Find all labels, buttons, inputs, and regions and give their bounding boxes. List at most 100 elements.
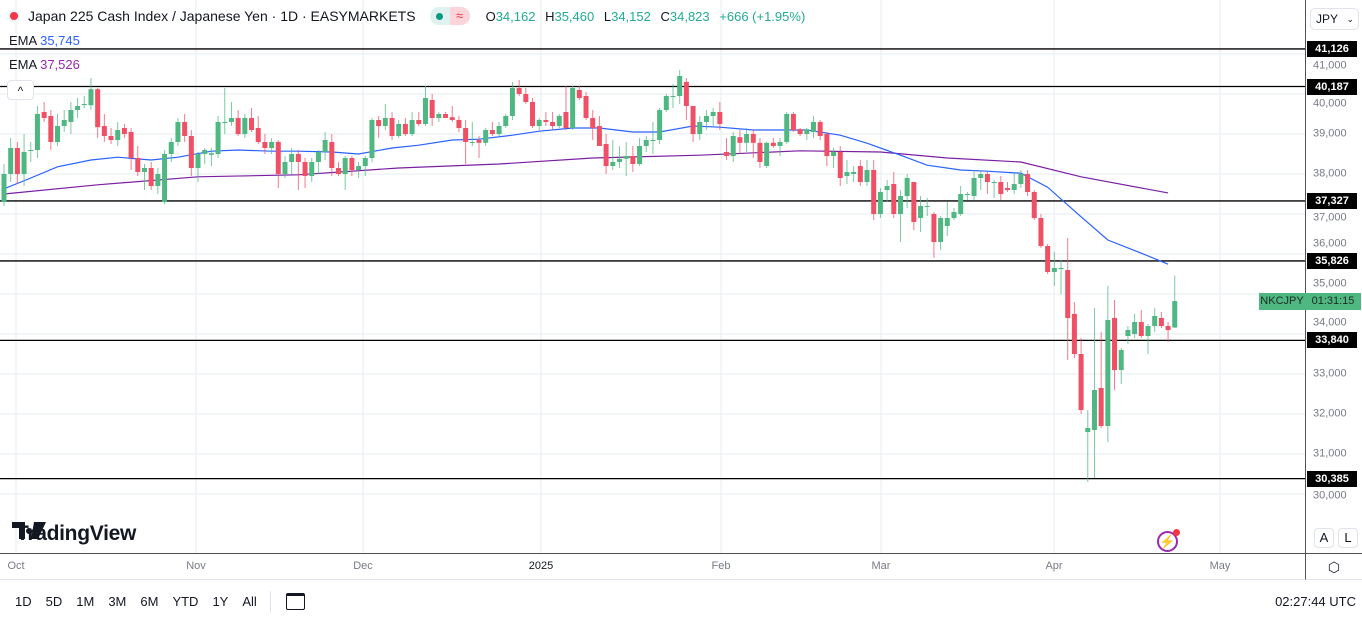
price-tick-label: 39,000 (1313, 127, 1347, 140)
tradingview-logo-text: TradingView (16, 522, 137, 545)
candle-up (570, 88, 576, 128)
time-label-may: May (1209, 560, 1231, 572)
candle-down (590, 118, 596, 128)
candle-down (128, 132, 134, 158)
candle-down (1045, 246, 1051, 272)
candle-up (369, 120, 375, 158)
candle-up (897, 196, 903, 214)
ema-fast-legend[interactable]: EMA 35,745 (9, 33, 80, 48)
candle-up (483, 130, 489, 143)
candle-up (362, 158, 368, 166)
range-all-button[interactable]: All (242, 594, 257, 609)
price-tick-label: 37,000 (1313, 211, 1347, 224)
candle-up (509, 88, 515, 116)
time-axis[interactable]: Oct Nov Dec 2025 Feb Mar Apr May (0, 553, 1305, 580)
range-ytd-button[interactable]: YTD (172, 594, 199, 609)
symbol-title[interactable]: Japan 225 Cash Index / Japanese Yen · 1D… (28, 8, 416, 24)
candle-down (302, 162, 308, 176)
candle-down (1025, 174, 1031, 192)
candle-up (422, 98, 428, 124)
candle-up (208, 153, 214, 155)
auto-scale-button[interactable]: A (1314, 528, 1334, 548)
level-price-label: 33,840 (1307, 332, 1357, 349)
log-scale-button[interactable]: L (1338, 528, 1358, 548)
candle-up (175, 122, 181, 142)
utc-clock[interactable]: 02:27:44 UTC (1275, 594, 1356, 609)
candle-down (275, 142, 281, 174)
ohlc-values: O34,162 H35,460 L34,152 C34,823 +666 (+1… (486, 9, 812, 24)
chart-settings-icon[interactable]: ⬡ (1305, 553, 1362, 580)
candle-up (1, 174, 7, 202)
candle-down (871, 170, 877, 214)
candle-down (797, 129, 803, 134)
candle-down (724, 152, 730, 156)
candle-down (249, 118, 255, 130)
candle-down (1078, 354, 1084, 410)
level-price-label: 37,327 (1307, 192, 1357, 209)
candle-up (657, 110, 663, 140)
time-label-dec: Dec (353, 560, 373, 572)
open-value: 34,162 (495, 8, 536, 24)
currency-select[interactable]: JPY ⌄ (1310, 8, 1359, 30)
candle-up (663, 96, 669, 110)
change-value: +666 (+1.95%) (719, 8, 806, 24)
candle-up (703, 116, 709, 122)
price-tick-label: 40,000 (1313, 97, 1347, 110)
candle-up (623, 156, 629, 159)
ema-slow-line (3, 150, 1169, 195)
go-to-date-calendar-icon[interactable] (285, 593, 305, 610)
price-tick-label: 33,000 (1313, 367, 1347, 380)
price-tick-label: 35,000 (1313, 277, 1347, 290)
tradingview-logo-icon (12, 522, 46, 539)
candle-down (757, 142, 763, 162)
candlestick-chart[interactable] (0, 0, 1305, 553)
lightning-alert-icon[interactable]: ⚡ (1157, 529, 1180, 552)
tradingview-logo[interactable]: TradingView (12, 522, 136, 546)
range-1d-button[interactable]: 1D (15, 594, 32, 609)
ema-fast-value: 35,745 (40, 33, 80, 48)
candle-down (750, 134, 756, 143)
candle-up (469, 142, 475, 143)
candle-up (34, 114, 40, 150)
range-3m-button[interactable]: 3M (108, 594, 127, 609)
toolbar-divider (269, 590, 271, 613)
candle-up (964, 194, 970, 195)
data-delay-icon[interactable]: ≈ (449, 7, 470, 25)
candle-down (135, 158, 141, 172)
candle-down (349, 158, 355, 170)
candle-up (61, 120, 67, 126)
range-1m-button[interactable]: 1M (76, 594, 95, 609)
candle-up (1058, 268, 1064, 269)
candle-up (503, 116, 509, 126)
candle-up (195, 154, 201, 168)
candle-down (984, 174, 990, 182)
symbol-legend: Japan 225 Cash Index / Japanese Yen · 1D… (8, 7, 811, 25)
candle-up (677, 76, 683, 96)
chart-pane[interactable]: Japan 225 Cash Index / Japanese Yen · 1D… (0, 0, 1305, 553)
candle-down (416, 120, 422, 124)
candle-up (1132, 322, 1138, 334)
candle-down (255, 128, 261, 142)
candle-up (1085, 428, 1091, 432)
candle-up (168, 142, 174, 154)
candle-up (436, 114, 442, 118)
candle-up (81, 104, 87, 105)
candle-up (851, 172, 857, 174)
range-5d-button[interactable]: 5D (45, 594, 63, 609)
market-status-badges[interactable]: ≈ (429, 7, 470, 25)
current-symbol: NKCJPY (1260, 295, 1304, 308)
market-open-icon[interactable] (429, 7, 450, 25)
collapse-legend-button[interactable]: ^ (7, 80, 34, 100)
candle-down (329, 142, 335, 168)
price-axis[interactable]: JPY ⌄ 41,000 40,000 39,000 38,000 37,000 36,00… (1305, 0, 1362, 553)
ema-slow-legend[interactable]: EMA 37,526 (9, 57, 80, 72)
candle-up (697, 122, 703, 134)
level-price-label: 41,126 (1307, 40, 1357, 57)
symbol-logo-icon (8, 10, 20, 22)
high-label: H (545, 8, 555, 24)
range-6m-button[interactable]: 6M (140, 594, 159, 609)
candle-down (182, 122, 188, 136)
candle-down (456, 120, 462, 128)
candle-up (1152, 316, 1158, 326)
range-1y-button[interactable]: 1Y (212, 594, 229, 609)
